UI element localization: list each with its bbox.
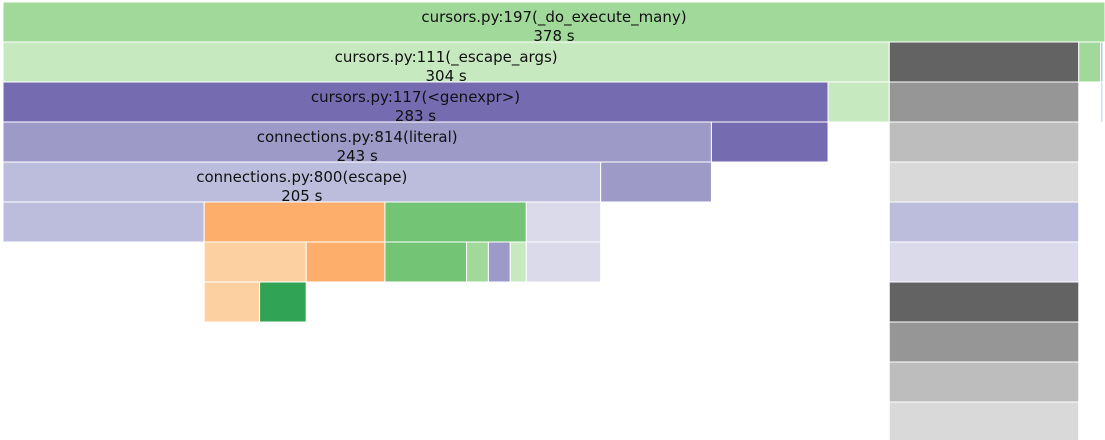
frame-rect[interactable] bbox=[305, 241, 386, 283]
frame-node[interactable] bbox=[305, 241, 386, 283]
frame-node[interactable] bbox=[888, 321, 1080, 363]
frame-rect[interactable] bbox=[203, 241, 307, 283]
frame-rect[interactable] bbox=[1100, 41, 1104, 83]
frame-node[interactable] bbox=[525, 241, 602, 283]
frame-rect[interactable] bbox=[384, 241, 468, 283]
frame-node[interactable]: cursors.py:197(_do_execute_many)378 s bbox=[2, 1, 1105, 45]
frame-rect[interactable] bbox=[2, 81, 829, 123]
frame-rect[interactable] bbox=[827, 81, 890, 123]
frame-node[interactable]: connections.py:814(literal)243 s bbox=[2, 121, 712, 165]
frame-rect[interactable] bbox=[888, 361, 1080, 403]
frame-node[interactable] bbox=[384, 201, 527, 243]
frame-node[interactable] bbox=[827, 81, 890, 123]
frame-rect[interactable] bbox=[509, 241, 527, 283]
frame-node[interactable] bbox=[487, 241, 511, 283]
frame-node[interactable] bbox=[888, 361, 1080, 403]
frame-node[interactable] bbox=[888, 81, 1080, 123]
frame-rect[interactable] bbox=[888, 241, 1080, 283]
frame-rect[interactable] bbox=[525, 241, 602, 283]
frame-node[interactable] bbox=[888, 241, 1080, 283]
frame-rect[interactable] bbox=[888, 201, 1080, 243]
frame-node[interactable] bbox=[466, 241, 489, 283]
frame-rect[interactable] bbox=[888, 161, 1080, 203]
frame-rect[interactable] bbox=[888, 321, 1080, 363]
frame-node[interactable] bbox=[2, 201, 205, 243]
frame-node[interactable] bbox=[888, 121, 1080, 163]
frame-rect[interactable] bbox=[487, 241, 511, 283]
frame-rect[interactable] bbox=[525, 201, 602, 243]
frame-node[interactable] bbox=[888, 401, 1080, 440]
frame-rect[interactable] bbox=[600, 161, 712, 203]
frame-node[interactable]: cursors.py:111(_escape_args)304 s bbox=[2, 41, 890, 85]
frame-rect[interactable] bbox=[2, 161, 602, 203]
frame-node[interactable] bbox=[525, 201, 602, 243]
frame-rect[interactable] bbox=[2, 201, 205, 243]
frame-node[interactable]: cursors.py:117(<genexpr>)283 s bbox=[2, 81, 829, 125]
frame-node[interactable] bbox=[203, 241, 307, 283]
frame-rect[interactable] bbox=[259, 281, 307, 323]
frame-node[interactable] bbox=[600, 161, 712, 203]
frame-node[interactable] bbox=[888, 281, 1080, 323]
frame-rect[interactable] bbox=[1100, 81, 1104, 123]
frame-rect[interactable] bbox=[888, 41, 1080, 83]
frame-rect[interactable] bbox=[466, 241, 489, 283]
frame-rect[interactable] bbox=[2, 1, 1105, 43]
frame-rect[interactable] bbox=[2, 121, 712, 163]
frame-node[interactable] bbox=[203, 201, 386, 243]
frame-node[interactable] bbox=[259, 281, 307, 323]
frame-rect[interactable] bbox=[888, 281, 1080, 323]
frame-node[interactable] bbox=[888, 41, 1080, 83]
frame-node[interactable] bbox=[1100, 41, 1104, 83]
frame-node[interactable] bbox=[1078, 41, 1102, 83]
frame-rect[interactable] bbox=[888, 121, 1080, 163]
frame-rect[interactable] bbox=[2, 41, 890, 83]
frame-rect[interactable] bbox=[1078, 41, 1102, 83]
frame-rect[interactable] bbox=[203, 281, 261, 323]
frame-node[interactable] bbox=[384, 241, 468, 283]
frame-node[interactable] bbox=[509, 241, 527, 283]
frame-node[interactable] bbox=[710, 121, 829, 163]
frame-rect[interactable] bbox=[203, 201, 386, 243]
frame-node[interactable] bbox=[888, 161, 1080, 203]
frame-node[interactable] bbox=[1100, 81, 1104, 123]
frame-rect[interactable] bbox=[888, 401, 1080, 440]
frame-node[interactable]: connections.py:800(escape)205 s bbox=[2, 161, 602, 205]
frame-node[interactable] bbox=[203, 281, 261, 323]
frame-rect[interactable] bbox=[888, 81, 1080, 123]
frame-node[interactable] bbox=[888, 201, 1080, 243]
frame-rect[interactable] bbox=[710, 121, 829, 163]
frame-rect[interactable] bbox=[384, 201, 527, 243]
